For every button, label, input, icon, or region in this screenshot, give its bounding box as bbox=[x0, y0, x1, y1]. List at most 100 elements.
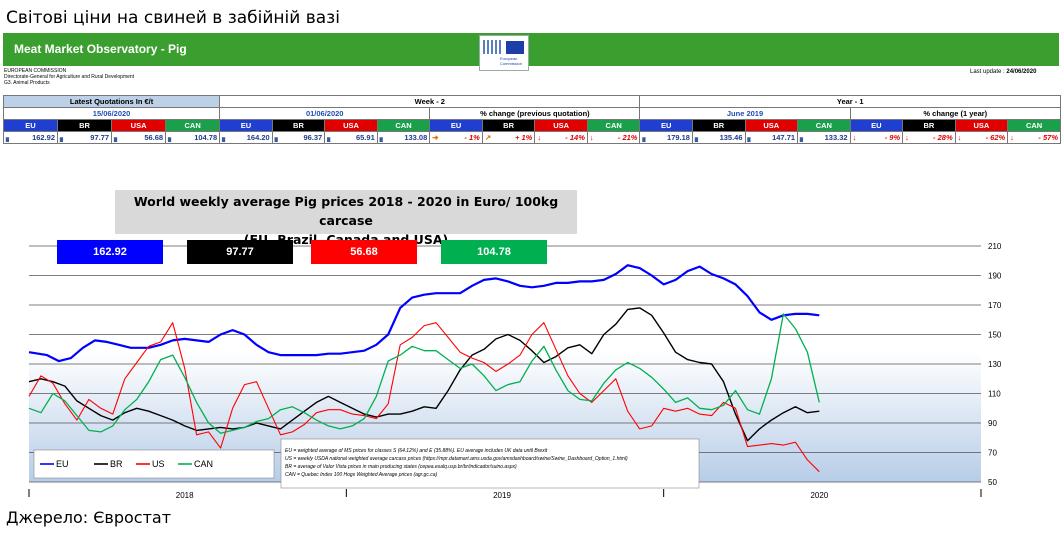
bar-chart-icon: ▖ bbox=[168, 133, 174, 142]
year-value-can: ▖ 133.32 bbox=[797, 131, 851, 144]
region-eu: EU bbox=[849, 119, 904, 132]
x-year-label: 2018 bbox=[176, 491, 194, 500]
eu-logo-text: European Commission bbox=[500, 56, 523, 66]
european-commission-logo: European Commission bbox=[479, 35, 529, 71]
region-usa: USA bbox=[111, 119, 167, 132]
y-tick-label: 210 bbox=[988, 242, 1002, 251]
week-value-usa: ▖ 65.91 bbox=[324, 131, 378, 144]
pct-prev-can: ↓ - 21% bbox=[586, 131, 641, 144]
pct-year-can: ↓ - 57% bbox=[1007, 131, 1061, 144]
legend-label-eu: EU bbox=[56, 459, 69, 469]
bar-chart-icon: ▖ bbox=[114, 133, 120, 142]
pct-prev-eu: ➔ - 1% bbox=[429, 131, 483, 144]
value-box-br: 97.77 bbox=[187, 240, 293, 264]
bar-chart-icon: ▖ bbox=[274, 133, 281, 142]
arrow-up-right-icon: ↗ bbox=[484, 133, 492, 142]
page-title: Світові ціни на свиней в забійній вазі bbox=[6, 8, 340, 28]
arrow-down-icon: ↓ bbox=[905, 133, 909, 142]
pct-year-br: ↓ - 28% bbox=[902, 131, 956, 144]
bar-chart-icon: ▖ bbox=[60, 133, 66, 142]
quotes-table: Latest Quotations In €/t Week - 2 Year -… bbox=[2, 95, 1062, 144]
bar-chart-icon: ▖ bbox=[747, 133, 754, 142]
series-line-us bbox=[28, 322, 820, 473]
bar-chart-icon: ▖ bbox=[800, 133, 806, 142]
arrow-down-icon: ↓ bbox=[589, 133, 594, 142]
y-tick-label: 70 bbox=[988, 449, 997, 458]
pct-year-eu: ↓ - 9% bbox=[849, 131, 904, 144]
org-line-2: Directorate-General for Agriculture and … bbox=[4, 74, 135, 80]
year-value-br: ▖ 135.46 bbox=[691, 131, 746, 144]
value-box-can: 104.78 bbox=[441, 240, 547, 264]
value-box-br-label: 97.77 bbox=[226, 246, 254, 258]
latest-value-eu: ▖ 162.92 bbox=[2, 131, 59, 144]
latest-value-br: ▖ 97.77 bbox=[57, 131, 113, 144]
value-box-eu-label: 162.92 bbox=[93, 246, 127, 258]
legend-label-us: US bbox=[152, 459, 165, 469]
year-value-eu: ▖ 179.18 bbox=[639, 131, 693, 144]
eu-flag-icon bbox=[506, 41, 524, 54]
region-can: CAN bbox=[797, 119, 851, 132]
year-value-usa: ▖ 147.71 bbox=[744, 131, 799, 144]
chart-note: BR = average of Valor Vista prices in ma… bbox=[285, 464, 517, 470]
series-line-can bbox=[28, 313, 820, 434]
bar-chart-icon: ▖ bbox=[327, 133, 333, 142]
org-line-1: EUROPEAN COMMISSION bbox=[4, 68, 67, 74]
chart-title: World weekly average Pig prices 2018 - 2… bbox=[133, 194, 559, 228]
arrow-down-icon: ↓ bbox=[1010, 133, 1014, 142]
week-value-eu: ▖ 164.20 bbox=[219, 131, 273, 144]
legend-label-br: BR bbox=[110, 459, 123, 469]
bar-chart-icon: ▖ bbox=[379, 133, 386, 142]
x-year-label: 2020 bbox=[810, 491, 828, 500]
week-value-br: ▖ 96.37 bbox=[271, 131, 326, 144]
bar-chart-icon: ▖ bbox=[694, 133, 701, 142]
value-box-can-label: 104.78 bbox=[477, 246, 511, 258]
last-update-label: Last update : bbox=[970, 69, 1005, 75]
region-usa: USA bbox=[534, 119, 588, 132]
legend-label-can: CAN bbox=[194, 459, 213, 469]
x-year-label: 2019 bbox=[493, 491, 511, 500]
series-line-br bbox=[28, 307, 820, 442]
value-box-us: 56.68 bbox=[311, 240, 417, 264]
y-tick-label: 130 bbox=[988, 360, 1002, 369]
y-tick-label: 90 bbox=[988, 419, 997, 428]
legend-box bbox=[33, 449, 275, 479]
y-tick-label: 190 bbox=[988, 272, 1002, 281]
observatory-title: Meat Market Observatory - Pig bbox=[14, 42, 187, 56]
region-can: CAN bbox=[165, 119, 221, 132]
region-can: CAN bbox=[586, 119, 641, 132]
y-tick-label: 50 bbox=[988, 478, 997, 487]
chart-note: US = weekly USDA national weighted avera… bbox=[285, 456, 628, 462]
latest-value-can: ▖ 104.78 bbox=[165, 131, 221, 144]
building-icon bbox=[483, 40, 503, 54]
arrow-down-icon: ↓ bbox=[957, 133, 962, 142]
region-header-row: EU BR USA CAN EU BR USA CAN EU BR USA CA… bbox=[2, 119, 1061, 132]
bar-chart-icon: ▖ bbox=[222, 133, 228, 142]
source-note: Джерело: Євростат bbox=[6, 508, 172, 527]
last-update-value: 24/06/2020 bbox=[1006, 69, 1037, 75]
y-tick-label: 170 bbox=[988, 301, 1002, 310]
values-row: ▖ 162.92 ▖ 97.77 ▖ 56.68 ▖ 104.78 ▖ 164.20 ▖ 9… bbox=[2, 131, 1061, 144]
chart-note: CAN = Quebec Index 100 Hogs Weighted Ave… bbox=[285, 472, 438, 478]
chart-title-box: World weekly average Pig prices 2018 - 2… bbox=[115, 190, 577, 247]
y-tick-label: 110 bbox=[988, 390, 1001, 399]
arrow-right-icon: ➔ bbox=[432, 133, 439, 142]
series-line-eu bbox=[28, 264, 820, 363]
region-br: BR bbox=[902, 119, 956, 132]
region-eu: EU bbox=[429, 119, 483, 132]
region-eu: EU bbox=[219, 119, 273, 132]
value-box-us-label: 56.68 bbox=[350, 246, 378, 258]
pct-prev-br: ↗ + 1% bbox=[481, 131, 536, 144]
value-box-eu: 162.92 bbox=[57, 240, 163, 264]
chart-note: EU = weighted average of MS prices for c… bbox=[285, 448, 548, 454]
region-eu: EU bbox=[639, 119, 693, 132]
org-line-3: G3. Animal Products bbox=[4, 80, 50, 86]
region-can: CAN bbox=[376, 119, 431, 132]
observatory-header-bar bbox=[3, 33, 1059, 66]
arrow-down-icon: ↓ bbox=[852, 133, 857, 142]
notes-box bbox=[280, 438, 700, 489]
bar-chart-icon: ▖ bbox=[6, 133, 12, 142]
last-update: Last update : 24/06/2020 bbox=[970, 69, 1036, 75]
y-tick-label: 150 bbox=[988, 331, 1002, 340]
arrow-down-icon: ↓ bbox=[537, 133, 542, 142]
